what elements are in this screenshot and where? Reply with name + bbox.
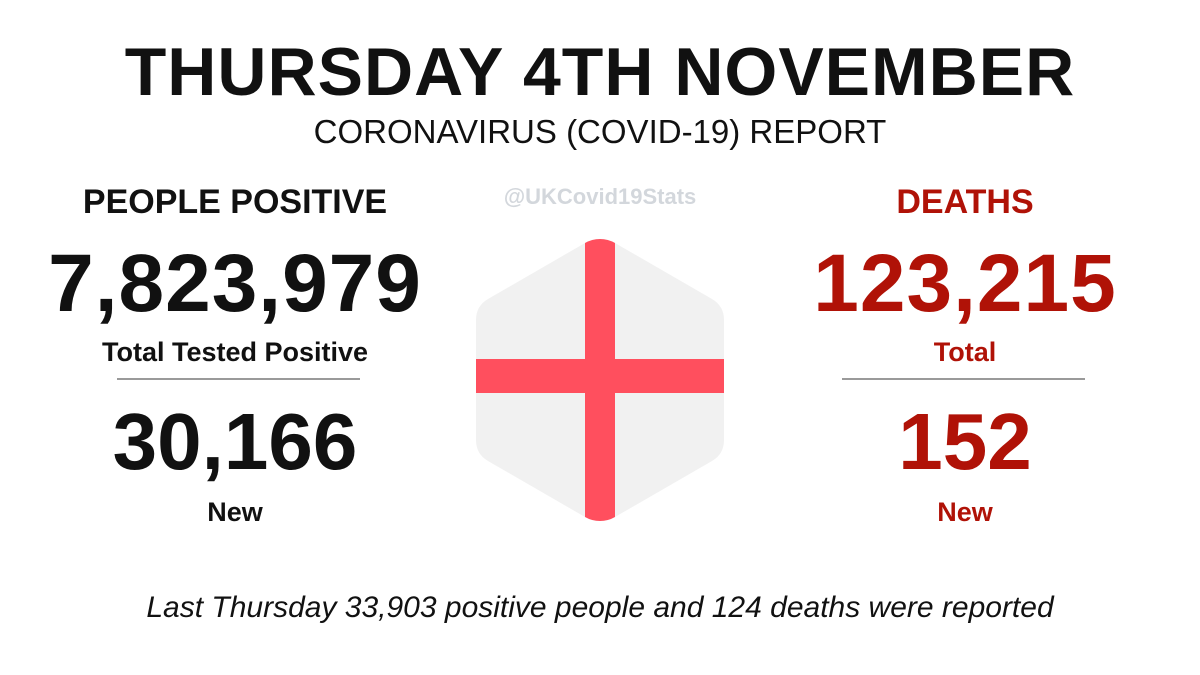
report-title: THURSDAY 4TH NOVEMBER (124, 34, 1076, 110)
deaths-new: 152 (898, 397, 1032, 486)
positive-new: 30,166 (112, 397, 358, 486)
deaths-total: 123,215 (813, 238, 1117, 329)
comparison-footer: Last Thursday 33,903 positive people and… (146, 591, 1054, 624)
deaths-divider (842, 378, 1085, 380)
positive-new-label: New (207, 497, 263, 527)
deaths-heading: DEATHS (896, 183, 1034, 221)
report-subtitle: CORONAVIRUS (COVID-19) REPORT (313, 113, 887, 150)
flag-cross-horizontal (476, 359, 724, 393)
positive-total: 7,823,979 (48, 238, 422, 329)
positive-divider (117, 378, 360, 380)
deaths-total-label: Total (933, 337, 997, 367)
england-flag-icon (476, 239, 724, 521)
deaths-new-label: New (937, 497, 993, 527)
twitter-handle: @UKCovid19Stats (503, 184, 697, 209)
positive-total-label: Total Tested Positive (101, 337, 369, 367)
positive-heading: PEOPLE POSITIVE (82, 183, 388, 221)
